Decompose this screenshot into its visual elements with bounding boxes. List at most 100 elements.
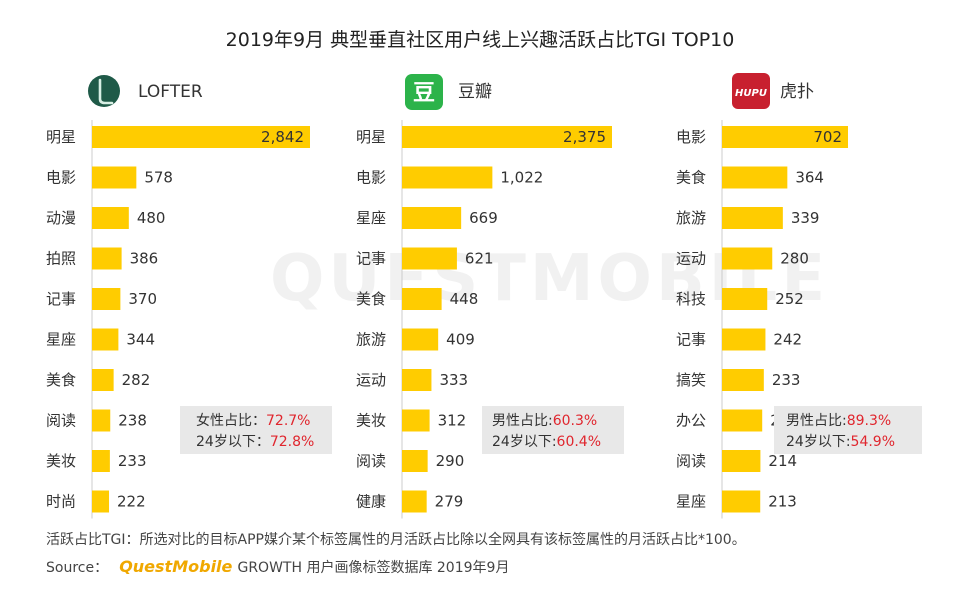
app-name-douban: 豆瓣 (458, 82, 492, 102)
value-label: 280 (780, 250, 809, 268)
value-label: 213 (768, 493, 797, 511)
chart-title: 2019年9月 典型垂直社区用户线上兴趣活跃占比TGI TOP10 (226, 29, 735, 51)
bar (722, 288, 768, 310)
category-label: 阅读 (676, 452, 706, 470)
value-label: 364 (795, 169, 824, 187)
category-label: 星座 (46, 331, 76, 349)
panel-header-hupu: HUPU 虎扑 (732, 73, 814, 109)
category-label: 记事 (356, 250, 386, 268)
lofter-logo-icon (88, 75, 120, 107)
value-label: 2,375 (563, 128, 606, 146)
category-label: 记事 (676, 331, 706, 349)
note-bg (482, 406, 624, 454)
app-name-hupu: 虎扑 (780, 82, 814, 102)
category-label: 拍照 (46, 250, 76, 268)
category-label: 电影 (46, 169, 76, 187)
bar (402, 328, 439, 351)
category-label: 阅读 (46, 412, 76, 430)
value-label: 242 (773, 331, 802, 349)
bar (92, 207, 129, 229)
bar (402, 288, 442, 310)
category-label: 办公 (676, 412, 706, 430)
bar (92, 126, 310, 148)
bar (402, 369, 432, 391)
note-box-hupu: 男性占比:89.3% 24岁以下:54.9% (774, 406, 922, 454)
bar (402, 409, 430, 432)
note-bg (180, 406, 332, 454)
category-label: 美食 (46, 371, 76, 389)
value-label: 333 (439, 371, 468, 389)
value-label: 312 (438, 412, 467, 430)
category-label: 美食 (356, 290, 386, 308)
value-label: 702 (813, 128, 842, 146)
bar (722, 328, 766, 351)
source-rest: GROWTH 用户画像标签数据库 2019年9月 (237, 559, 509, 576)
bar (722, 166, 788, 189)
bar (92, 166, 137, 189)
bar (402, 490, 427, 513)
bar (92, 328, 119, 351)
value-label: 1,022 (500, 169, 543, 187)
category-label: 搞笑 (676, 371, 706, 389)
value-label: 448 (450, 290, 479, 308)
bar (722, 490, 761, 513)
category-label: 美妆 (46, 452, 76, 470)
category-label: 星座 (356, 209, 386, 227)
category-label: 电影 (676, 128, 706, 146)
value-label: 233 (772, 371, 801, 389)
bar (92, 490, 110, 513)
category-label: 记事 (46, 290, 76, 308)
value-label: 578 (144, 169, 173, 187)
category-label: 旅游 (676, 209, 706, 227)
value-label: 214 (768, 452, 797, 470)
category-label: 科技 (676, 290, 706, 308)
value-label: 2,842 (261, 128, 304, 146)
panel-header-lofter: LOFTER (88, 75, 203, 107)
bar (402, 207, 462, 229)
value-label: 339 (791, 209, 820, 227)
value-label: 409 (446, 331, 475, 349)
category-label: 美妆 (356, 412, 386, 430)
value-label: 386 (130, 250, 159, 268)
value-label: 222 (117, 493, 146, 511)
value-label: 279 (435, 493, 464, 511)
bar (92, 369, 114, 391)
note-line-1: 男性占比:89.3% (786, 413, 891, 429)
note-bg (774, 406, 922, 454)
category-label: 阅读 (356, 452, 386, 470)
value-label: 344 (126, 331, 155, 349)
note-box-lofter: 女性占比：72.7% 24岁以下：72.8% (180, 406, 332, 454)
value-label: 282 (122, 371, 151, 389)
lofter-logo-glyph (98, 78, 114, 105)
bar (722, 247, 773, 270)
category-label: 运动 (676, 250, 706, 268)
bar (92, 247, 122, 270)
value-label: 621 (465, 250, 494, 268)
bar (402, 126, 612, 148)
note-line-2: 24岁以下:54.9% (786, 434, 895, 450)
bar-groups: 明星 2,842 电影 578 动漫 480 拍照 386 记事 370 星座 344 美食 282 阅读 2… (46, 120, 848, 519)
app-name-lofter: LOFTER (138, 82, 203, 102)
value-label: 238 (118, 412, 147, 430)
note-line-2: 24岁以下:60.4% (492, 434, 601, 450)
bar (92, 409, 111, 432)
douban-logo-icon (405, 74, 443, 110)
hupu-logo-icon (732, 73, 770, 109)
bar (722, 369, 764, 391)
category-label: 美食 (676, 169, 706, 187)
bar (402, 166, 493, 189)
note-box-douban: 男性占比:60.3% 24岁以下:60.4% (482, 406, 624, 454)
value-label: 252 (775, 290, 804, 308)
category-label: 旅游 (356, 331, 386, 349)
tgi-definition: 活跃占比TGI：所选对比的目标APP媒介某个标签属性的月活跃占比除以全网具有该标… (46, 531, 746, 548)
category-label: 电影 (356, 169, 386, 187)
bar (722, 409, 763, 432)
category-label: 星座 (676, 493, 706, 511)
category-label: 健康 (356, 493, 386, 511)
bar (722, 126, 848, 148)
category-label: 运动 (356, 371, 386, 389)
bar (402, 247, 457, 270)
hupu-logo-text: HUPU (735, 88, 767, 99)
category-label: 明星 (356, 128, 386, 146)
